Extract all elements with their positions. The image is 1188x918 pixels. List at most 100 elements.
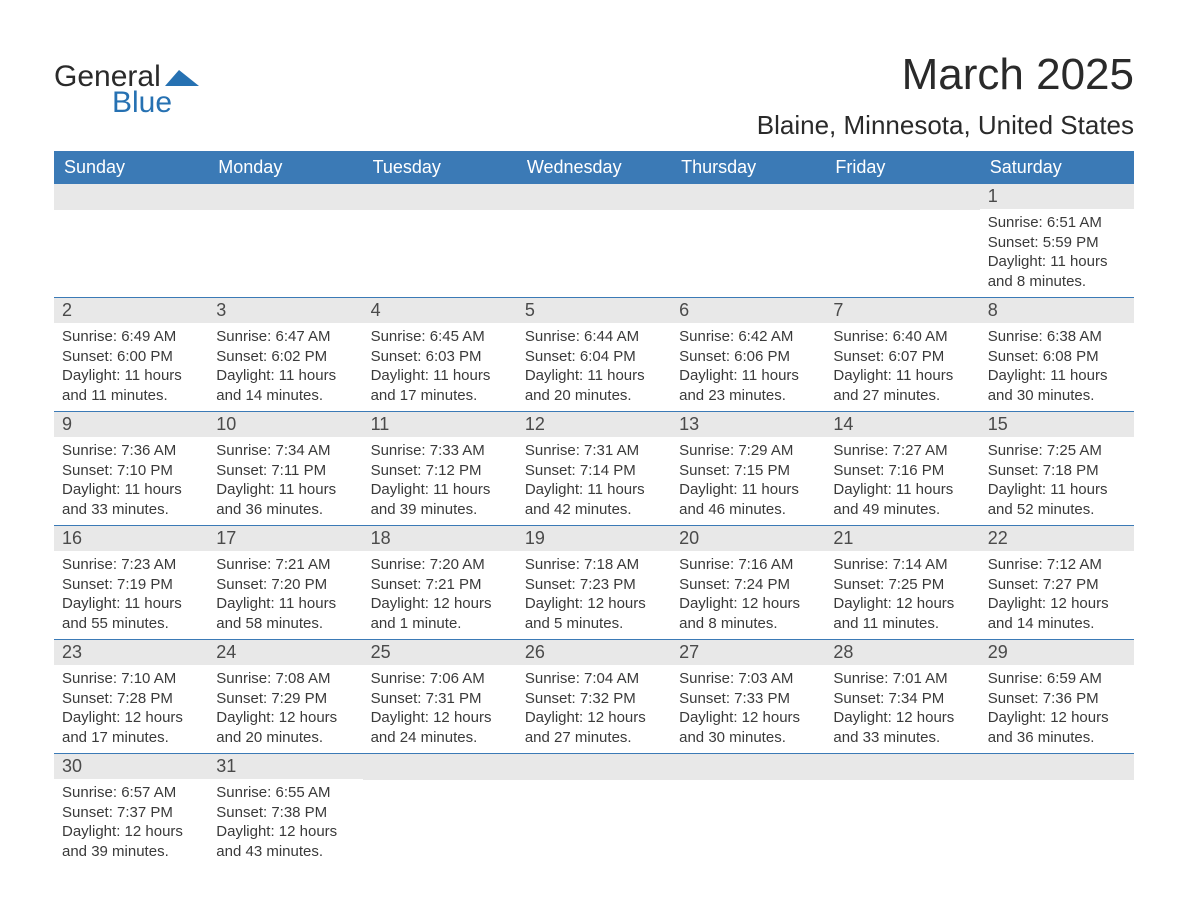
sunrise-line: Sunrise: 6:38 AM: [988, 327, 1126, 347]
day-cell: 13Sunrise: 7:29 AMSunset: 7:15 PMDayligh…: [671, 412, 825, 525]
sunset-line: Sunset: 7:18 PM: [988, 461, 1126, 481]
day-body: [825, 780, 979, 858]
day-body: [517, 780, 671, 858]
day-body: Sunrise: 6:38 AMSunset: 6:08 PMDaylight:…: [980, 323, 1134, 411]
location-subtitle: Blaine, Minnesota, United States: [757, 110, 1134, 141]
sunrise-line: Sunrise: 7:34 AM: [216, 441, 354, 461]
day-body: [363, 780, 517, 858]
day-cell: 6Sunrise: 6:42 AMSunset: 6:06 PMDaylight…: [671, 298, 825, 411]
day-number: 5: [517, 298, 671, 323]
day-cell: [208, 184, 362, 297]
sunset-line: Sunset: 7:37 PM: [62, 803, 200, 823]
day-number: 10: [208, 412, 362, 437]
day-cell: 25Sunrise: 7:06 AMSunset: 7:31 PMDayligh…: [363, 640, 517, 753]
sunrise-line: Sunrise: 7:31 AM: [525, 441, 663, 461]
daylight-line: Daylight: 11 hours and 42 minutes.: [525, 480, 663, 519]
sunset-line: Sunset: 7:14 PM: [525, 461, 663, 481]
day-body: Sunrise: 7:31 AMSunset: 7:14 PMDaylight:…: [517, 437, 671, 525]
day-number: [825, 184, 979, 210]
weekday-header-row: SundayMondayTuesdayWednesdayThursdayFrid…: [54, 151, 1134, 184]
day-number: 29: [980, 640, 1134, 665]
sunset-line: Sunset: 7:33 PM: [679, 689, 817, 709]
daylight-line: Daylight: 12 hours and 1 minute.: [371, 594, 509, 633]
day-number: [980, 754, 1134, 780]
sunset-line: Sunset: 7:19 PM: [62, 575, 200, 595]
day-body: Sunrise: 6:42 AMSunset: 6:06 PMDaylight:…: [671, 323, 825, 411]
day-cell: 23Sunrise: 7:10 AMSunset: 7:28 PMDayligh…: [54, 640, 208, 753]
daylight-line: Daylight: 11 hours and 27 minutes.: [833, 366, 971, 405]
sunset-line: Sunset: 7:34 PM: [833, 689, 971, 709]
day-cell: 19Sunrise: 7:18 AMSunset: 7:23 PMDayligh…: [517, 526, 671, 639]
day-cell: 4Sunrise: 6:45 AMSunset: 6:03 PMDaylight…: [363, 298, 517, 411]
day-body: Sunrise: 7:04 AMSunset: 7:32 PMDaylight:…: [517, 665, 671, 753]
day-cell: 20Sunrise: 7:16 AMSunset: 7:24 PMDayligh…: [671, 526, 825, 639]
day-number: 17: [208, 526, 362, 551]
daylight-line: Daylight: 12 hours and 20 minutes.: [216, 708, 354, 747]
weekday-header-cell: Saturday: [980, 151, 1134, 184]
day-cell: [517, 184, 671, 297]
sunrise-line: Sunrise: 7:06 AM: [371, 669, 509, 689]
day-body: Sunrise: 7:06 AMSunset: 7:31 PMDaylight:…: [363, 665, 517, 753]
week-row: 1Sunrise: 6:51 AMSunset: 5:59 PMDaylight…: [54, 184, 1134, 297]
sunset-line: Sunset: 6:00 PM: [62, 347, 200, 367]
weekday-header-cell: Friday: [825, 151, 979, 184]
day-body: Sunrise: 7:33 AMSunset: 7:12 PMDaylight:…: [363, 437, 517, 525]
day-number: [825, 754, 979, 780]
sunrise-line: Sunrise: 7:29 AM: [679, 441, 817, 461]
day-number: 30: [54, 754, 208, 779]
day-body: [208, 210, 362, 288]
day-number: 6: [671, 298, 825, 323]
day-cell: 28Sunrise: 7:01 AMSunset: 7:34 PMDayligh…: [825, 640, 979, 753]
day-body: Sunrise: 6:47 AMSunset: 6:02 PMDaylight:…: [208, 323, 362, 411]
day-number: 7: [825, 298, 979, 323]
day-body: Sunrise: 7:08 AMSunset: 7:29 PMDaylight:…: [208, 665, 362, 753]
week-row: 23Sunrise: 7:10 AMSunset: 7:28 PMDayligh…: [54, 639, 1134, 753]
daylight-line: Daylight: 11 hours and 36 minutes.: [216, 480, 354, 519]
sunrise-line: Sunrise: 7:16 AM: [679, 555, 817, 575]
weekday-header-cell: Wednesday: [517, 151, 671, 184]
day-body: Sunrise: 6:44 AMSunset: 6:04 PMDaylight:…: [517, 323, 671, 411]
day-cell: 1Sunrise: 6:51 AMSunset: 5:59 PMDaylight…: [980, 184, 1134, 297]
day-body: [363, 210, 517, 288]
title-block: March 2025 Blaine, Minnesota, United Sta…: [757, 40, 1134, 141]
day-number: 12: [517, 412, 671, 437]
day-number: 3: [208, 298, 362, 323]
sunrise-line: Sunrise: 7:33 AM: [371, 441, 509, 461]
sunrise-line: Sunrise: 6:57 AM: [62, 783, 200, 803]
day-body: Sunrise: 7:12 AMSunset: 7:27 PMDaylight:…: [980, 551, 1134, 639]
day-cell: 16Sunrise: 7:23 AMSunset: 7:19 PMDayligh…: [54, 526, 208, 639]
day-number: [517, 754, 671, 780]
day-cell: [671, 754, 825, 867]
sunset-line: Sunset: 7:10 PM: [62, 461, 200, 481]
daylight-line: Daylight: 12 hours and 27 minutes.: [525, 708, 663, 747]
sunset-line: Sunset: 6:04 PM: [525, 347, 663, 367]
day-cell: 14Sunrise: 7:27 AMSunset: 7:16 PMDayligh…: [825, 412, 979, 525]
day-number: 8: [980, 298, 1134, 323]
day-body: Sunrise: 7:10 AMSunset: 7:28 PMDaylight:…: [54, 665, 208, 753]
day-body: [671, 210, 825, 288]
daylight-line: Daylight: 12 hours and 8 minutes.: [679, 594, 817, 633]
day-body: [54, 210, 208, 288]
day-number: 13: [671, 412, 825, 437]
day-body: Sunrise: 7:14 AMSunset: 7:25 PMDaylight:…: [825, 551, 979, 639]
day-cell: 3Sunrise: 6:47 AMSunset: 6:02 PMDaylight…: [208, 298, 362, 411]
day-number: 24: [208, 640, 362, 665]
day-cell: 31Sunrise: 6:55 AMSunset: 7:38 PMDayligh…: [208, 754, 362, 867]
day-body: Sunrise: 7:34 AMSunset: 7:11 PMDaylight:…: [208, 437, 362, 525]
logo-word-blue: Blue: [112, 86, 172, 120]
calendar: SundayMondayTuesdayWednesdayThursdayFrid…: [54, 151, 1134, 867]
day-cell: [671, 184, 825, 297]
day-cell: 2Sunrise: 6:49 AMSunset: 6:00 PMDaylight…: [54, 298, 208, 411]
weekday-header-cell: Monday: [208, 151, 362, 184]
day-number: 21: [825, 526, 979, 551]
day-cell: 8Sunrise: 6:38 AMSunset: 6:08 PMDaylight…: [980, 298, 1134, 411]
day-cell: 12Sunrise: 7:31 AMSunset: 7:14 PMDayligh…: [517, 412, 671, 525]
day-number: 31: [208, 754, 362, 779]
sunrise-line: Sunrise: 7:12 AM: [988, 555, 1126, 575]
sunset-line: Sunset: 7:28 PM: [62, 689, 200, 709]
sunset-line: Sunset: 6:08 PM: [988, 347, 1126, 367]
logo: General Blue: [54, 60, 199, 120]
day-cell: 17Sunrise: 7:21 AMSunset: 7:20 PMDayligh…: [208, 526, 362, 639]
day-body: Sunrise: 7:36 AMSunset: 7:10 PMDaylight:…: [54, 437, 208, 525]
daylight-line: Daylight: 12 hours and 30 minutes.: [679, 708, 817, 747]
